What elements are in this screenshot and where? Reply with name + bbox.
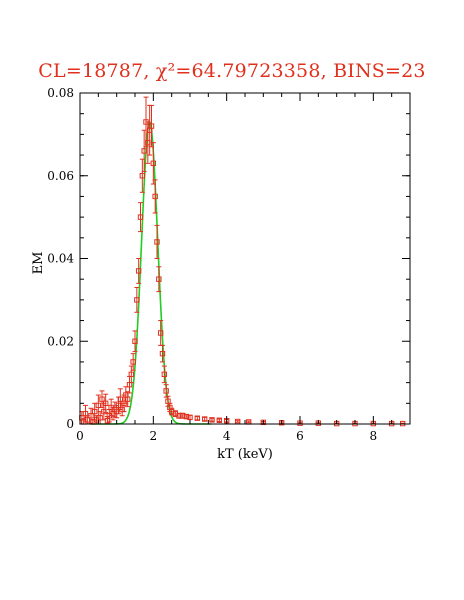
data-point (161, 365, 168, 384)
data-marker (141, 148, 147, 154)
data-point (137, 202, 144, 233)
ticks-layer: 0 2 4 6 8 0 0.02 0.04 0.06 0.08 (47, 86, 410, 443)
x-tick-label: 2 (150, 429, 158, 443)
data-marker (135, 268, 142, 274)
y-tick-label: 0.04 (47, 252, 74, 266)
y-tick-label: 0.06 (47, 169, 74, 183)
data-marker (150, 160, 157, 167)
data-marker (134, 297, 140, 303)
data-marker (148, 123, 155, 129)
data-marker (159, 350, 166, 357)
x-tick-label: 6 (296, 429, 304, 443)
fit-curve (91, 120, 212, 425)
data-point (245, 419, 252, 425)
data-marker (117, 396, 124, 402)
data-marker (183, 413, 190, 420)
data-point (201, 416, 208, 422)
data-marker (209, 417, 215, 423)
data-marker (201, 416, 208, 422)
y-axis-label: EM (31, 252, 46, 275)
data-marker (137, 214, 144, 220)
y-tick-label: 0.02 (47, 334, 74, 348)
data-marker (84, 417, 91, 423)
data-point (159, 344, 166, 363)
data-marker (132, 338, 138, 344)
data-marker (194, 415, 201, 421)
data-marker (152, 193, 158, 200)
data-point (176, 412, 182, 419)
data-point (187, 414, 193, 421)
chart-title: CL=18787, χ²=64.79723358, BINS=23 (38, 60, 426, 82)
data-point (156, 266, 162, 293)
data-point (209, 417, 215, 423)
data-marker (139, 173, 146, 179)
data-point (130, 353, 136, 371)
data-marker (99, 396, 105, 402)
data-marker (176, 413, 182, 419)
data-marker (128, 371, 135, 378)
x-tick-label: 0 (76, 429, 84, 443)
data-point (135, 258, 142, 284)
x-tick-label: 4 (223, 429, 231, 443)
data-marker (124, 396, 131, 402)
data-point (179, 412, 186, 419)
data-marker (88, 413, 94, 419)
data-point (141, 129, 147, 173)
data-point (234, 418, 241, 425)
data-point (183, 413, 190, 420)
y-tick-label: 0.08 (47, 86, 74, 100)
data-point (194, 415, 201, 421)
data-marker (91, 408, 98, 415)
data-points-layer (79, 96, 406, 427)
data-marker (163, 388, 169, 394)
data-marker (161, 371, 168, 378)
data-point (152, 179, 158, 214)
data-marker (97, 415, 103, 421)
data-point (216, 417, 223, 423)
x-tick-label: 8 (370, 429, 378, 443)
data-point (102, 393, 109, 413)
x-axis-label: kT (keV) (217, 447, 273, 462)
data-point (154, 224, 160, 259)
data-marker (130, 359, 136, 365)
data-point (134, 286, 140, 313)
data-point (148, 104, 155, 148)
data-marker (102, 400, 109, 407)
data-marker (157, 330, 164, 336)
data-marker (156, 276, 162, 282)
data-marker (154, 239, 160, 245)
data-marker (179, 413, 186, 419)
data-point (132, 330, 138, 353)
data-marker (216, 417, 223, 423)
fit-curve-layer (91, 120, 212, 425)
y-tick-label: 0 (66, 417, 74, 431)
data-marker (187, 414, 193, 421)
data-marker (95, 402, 102, 409)
